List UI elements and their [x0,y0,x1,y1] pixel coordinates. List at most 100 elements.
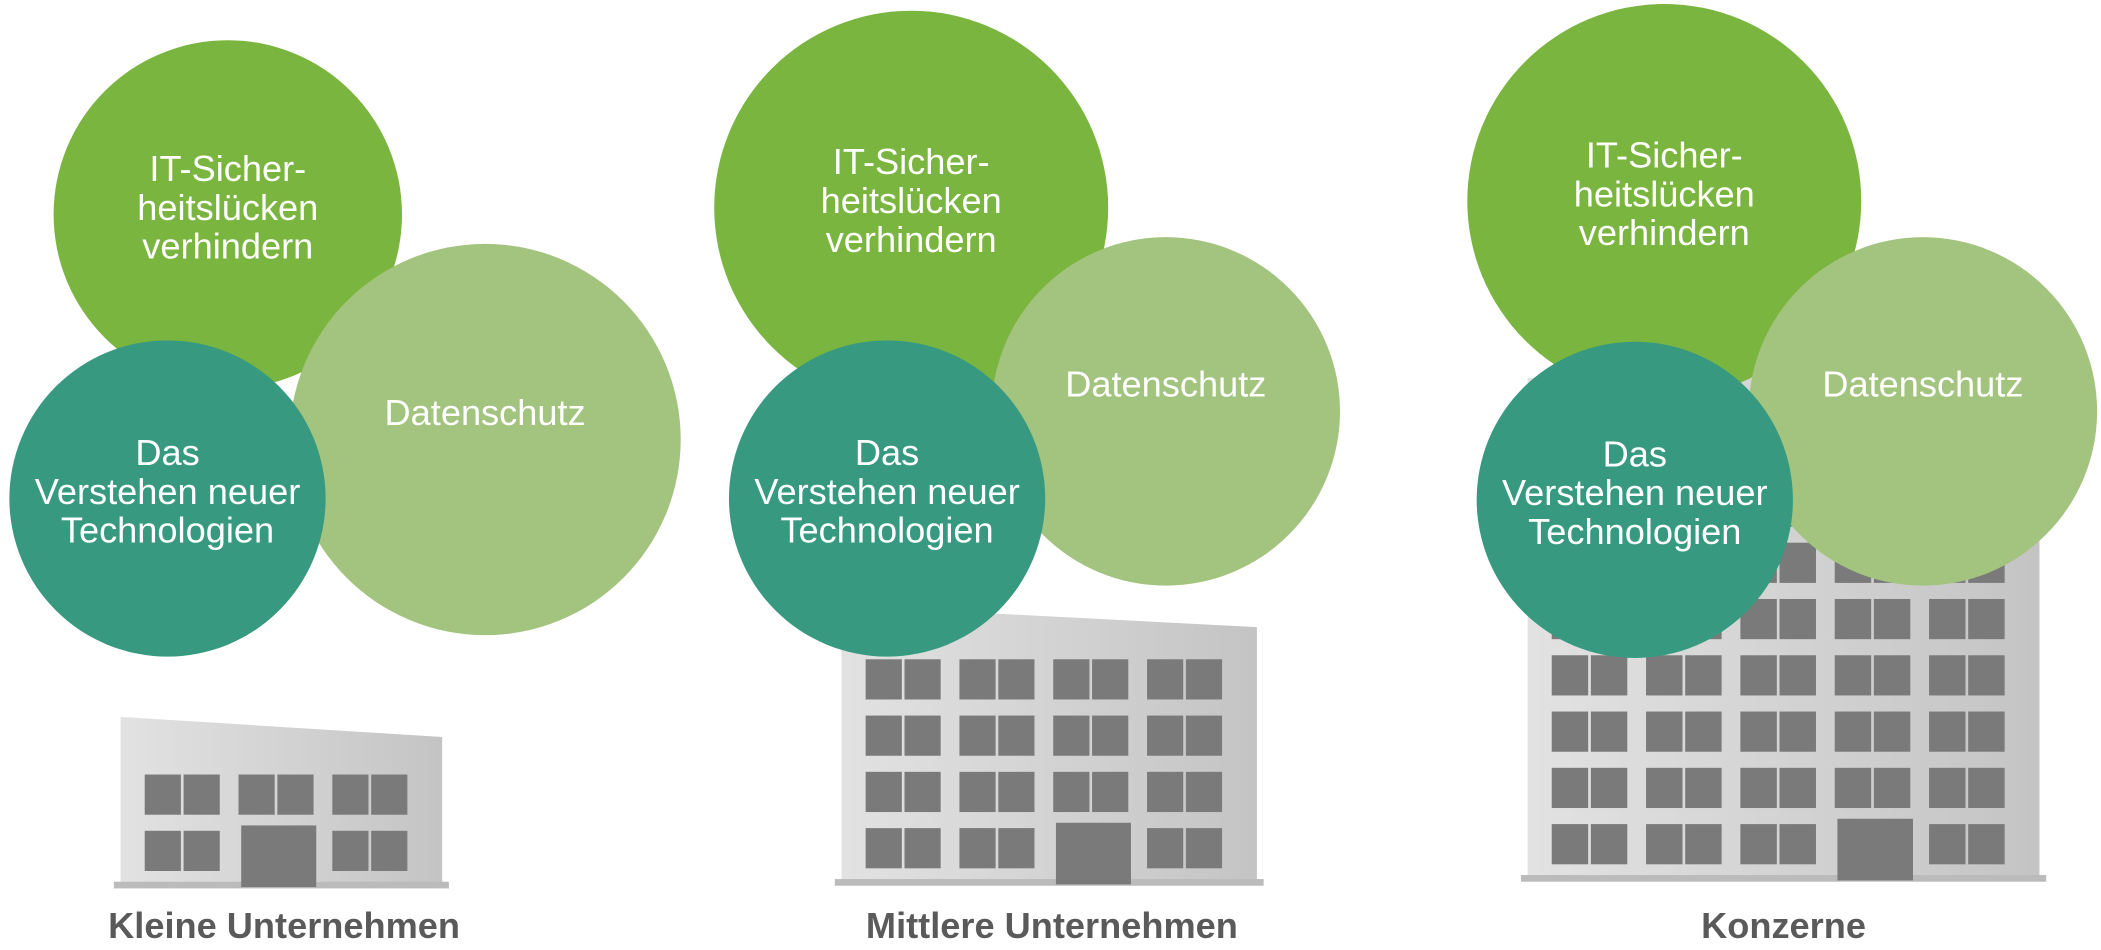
bubble-text: IT-Sicher- heitslücken verhindern32,3% [1573,134,1755,253]
window [332,774,369,815]
window [1590,767,1628,809]
bubble-label: Datenschutz [1822,363,2024,405]
window [1551,767,1589,809]
building-base [834,879,1264,886]
window [998,828,1035,869]
window [1147,715,1184,756]
window [1873,655,1911,696]
window [1053,715,1090,756]
bubble-text: Datenschutz25,6% [1822,363,2024,405]
bubble-text: Datenschutz31,1% [385,393,586,432]
window [1551,711,1589,752]
window [1053,771,1090,813]
window [904,715,941,756]
window [238,774,275,815]
window [1685,655,1722,696]
window [1147,828,1184,869]
window [1779,655,1816,696]
window [1685,711,1722,752]
window [183,774,220,815]
bubble-label: Das Verstehen neuer Technologien [34,432,301,551]
window [1185,659,1223,700]
window [998,659,1035,700]
group-label: Mittlere Unternehmen [865,905,1238,947]
bubble: Das Verstehen neuer Technologien25,1% [9,340,326,657]
bubble: Datenschutz31,1% [289,243,681,636]
window [1779,711,1816,752]
window [183,830,220,871]
window [865,659,902,700]
group-label: Kleine Unternehmen [108,905,460,947]
bubble-label: IT-Sicher- heitslücken verhindern [1573,134,1755,253]
window [1646,711,1683,752]
window [1968,711,2005,752]
window [1929,655,1966,696]
window [1551,824,1589,865]
window [959,715,996,756]
window [1590,711,1628,752]
bubble-label: Datenschutz [384,391,586,433]
window [1968,767,2005,809]
bubble-text: Das Verstehen neuer Technologien23,1% [754,433,1020,550]
window [1551,655,1589,696]
bubble: Datenschutz25,6% [1748,237,2098,586]
window [904,771,941,813]
window [144,830,181,871]
window [1834,655,1872,696]
bubble: Das Verstehen neuer Technologien21,0% [1476,341,1793,658]
window [1590,824,1628,865]
window [1092,715,1129,756]
bubble-text: IT-Sicher- heitslücken verhindern30,6% [820,141,1002,260]
window [1779,598,1816,640]
window [1185,771,1223,813]
window [959,828,996,869]
window [1740,711,1777,752]
window [371,830,408,871]
window [1834,598,1872,640]
window [1968,824,2005,865]
window [904,828,941,869]
window [904,659,941,700]
bubble-label: Datenschutz [1065,363,1267,405]
window [1779,767,1816,809]
bubble-label: Das Verstehen neuer Technologien [754,432,1020,551]
window [1185,828,1223,869]
window [1779,824,1816,865]
bubble-label: IT-Sicher- heitslücken verhindern [137,148,319,266]
window [959,771,996,813]
door [1837,818,1913,881]
bubble-text: Das Verstehen neuer Technologien21,0% [1502,433,1768,552]
window [1147,659,1184,700]
window [1779,542,1816,583]
bubble-label: Das Verstehen neuer Technologien [1502,433,1768,552]
window [1053,659,1090,700]
window [1968,655,2005,696]
window [865,828,902,869]
window [1646,655,1683,696]
door [1055,822,1131,885]
window [1590,655,1628,696]
bubble: Das Verstehen neuer Technologien23,1% [728,340,1046,657]
window [332,830,369,871]
building-base [1520,875,2047,882]
window [1646,824,1683,865]
window [1929,598,1966,640]
window [1873,598,1911,640]
bubble-label: IT-Sicher- heitslücken verhindern [820,141,1002,260]
window [1834,711,1872,752]
window [1929,711,1966,752]
window [1147,771,1184,813]
window [1968,598,2005,640]
window [277,774,314,815]
window [865,715,902,756]
window [1740,655,1777,696]
window [1185,715,1223,756]
window [1685,767,1722,809]
window [998,715,1035,756]
window [1873,711,1911,752]
window [1740,824,1777,865]
window [1092,771,1129,813]
window [1646,767,1683,809]
bubble-text: Datenschutz27,2% [1065,363,1267,405]
window [865,771,902,813]
